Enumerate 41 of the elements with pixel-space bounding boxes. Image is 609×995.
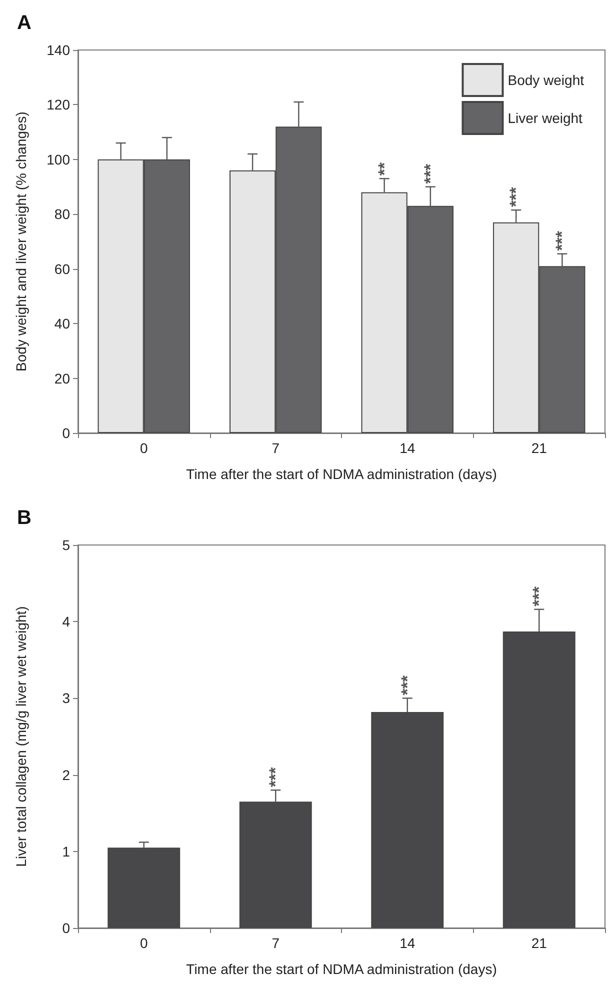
- annotation: ***: [552, 230, 572, 251]
- x-axis-title: Time after the start of NDMA administration (days): [186, 961, 497, 977]
- chart-title: A: [17, 12, 32, 34]
- y-tick-label: 100: [46, 151, 70, 168]
- y-tick-label: 3: [62, 690, 70, 706]
- y-tick-label: 1: [62, 843, 70, 860]
- annotation: ***: [420, 164, 440, 184]
- y-tick-label: 80: [54, 206, 70, 222]
- y-tick-label: 0: [62, 920, 70, 936]
- x-tick-label: 14: [400, 935, 416, 951]
- y-tick-label: 4: [62, 614, 70, 630]
- y-tick-label: 60: [54, 260, 70, 277]
- bar: [108, 848, 180, 928]
- x-axis-title: Time after the start of NDMA administration (days): [186, 466, 497, 482]
- bar: [371, 712, 444, 928]
- x-tick-label: 0: [140, 935, 148, 951]
- annotation: ***: [266, 766, 286, 788]
- annotation: ***: [398, 674, 417, 696]
- legend-label: Liver weight: [508, 110, 583, 126]
- y-tick-label: 20: [54, 370, 70, 386]
- bar: [239, 802, 312, 928]
- y-tick-label: 5: [62, 537, 70, 553]
- x-tick-label: 21: [531, 935, 548, 951]
- y-tick-label: 40: [54, 316, 70, 332]
- x-tick-label: 21: [531, 440, 548, 456]
- x-tick-label: 14: [400, 440, 416, 456]
- x-tick-label: 7: [272, 935, 280, 951]
- x-tick-label: 7: [272, 440, 280, 456]
- y-tick-label: 0: [62, 425, 70, 441]
- y-axis-title: Liver total collagen (mg/g liver wet weight): [13, 606, 29, 867]
- annotation: ***: [506, 186, 526, 208]
- annotation: **: [374, 162, 394, 176]
- legend-label: Body weight: [508, 72, 584, 88]
- bar: [502, 632, 576, 928]
- y-tick-label: 2: [62, 766, 70, 783]
- x-tick-label: 0: [140, 440, 148, 456]
- y-tick-label: 120: [46, 96, 70, 113]
- y-axis-title: Body weight and liver weight (% changes): [13, 112, 29, 372]
- y-tick-label: 140: [46, 42, 70, 58]
- chart-title: B: [17, 507, 32, 529]
- annotation: ***: [530, 586, 549, 606]
